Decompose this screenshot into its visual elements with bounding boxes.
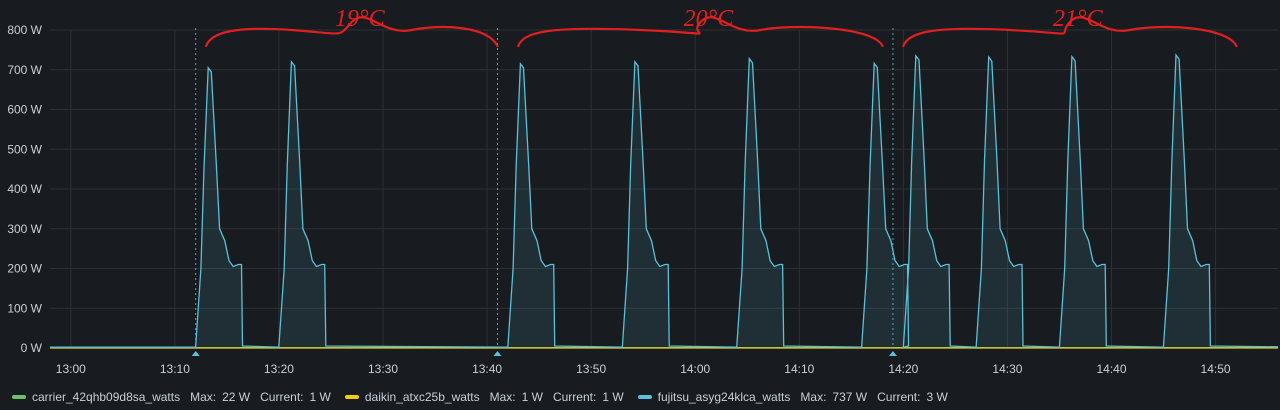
y-tick-label: 800 W xyxy=(7,23,42,37)
legend-max-value: 22 W xyxy=(222,390,251,404)
handwritten-annotations: 19°C 20°C 21°C xyxy=(205,6,1238,48)
x-tick-label: 14:50 xyxy=(1201,362,1231,376)
annotation-label: 19°C xyxy=(335,6,386,32)
legend-current-label: Current: xyxy=(877,390,921,404)
x-tick-label: 13:50 xyxy=(576,362,606,376)
legend-max-label: Max: xyxy=(190,390,217,404)
legend-item[interactable]: daikin_atxc25b_watts Max: 1 W Current: 1 W xyxy=(344,390,624,404)
x-tick-label: 13:20 xyxy=(264,362,294,376)
y-tick-label: 100 W xyxy=(7,301,42,315)
power-chart: 0 W 100 W 200 W 300 W 400 W 500 W 600 W 700 W 80… xyxy=(7,6,1279,376)
legend-max-value: 1 W xyxy=(521,390,543,404)
x-tick-label: 14:10 xyxy=(784,362,814,376)
x-tick-label: 14:20 xyxy=(888,362,918,376)
x-tick-label: 13:10 xyxy=(160,362,190,376)
annotation-marker-icon[interactable] xyxy=(191,351,200,356)
legend-current-label: Current: xyxy=(260,390,304,404)
legend-item[interactable]: fujitsu_asyg24klca_watts Max: 737 W Curren… xyxy=(637,390,948,404)
y-tick-label: 400 W xyxy=(7,182,42,196)
x-tick-label: 14:00 xyxy=(680,362,710,376)
legend-max-label: Max: xyxy=(489,390,516,404)
series-area-2 xyxy=(50,55,1278,348)
y-axis: 0 W 100 W 200 W 300 W 400 W 500 W 600 W 700 W 80… xyxy=(7,23,42,355)
series-line-2[interactable] xyxy=(50,53,1279,349)
y-tick-label: 300 W xyxy=(7,222,42,236)
x-tick-label: 13:00 xyxy=(56,362,86,376)
annotation-label: 21°C xyxy=(1053,6,1104,32)
x-tick-label: 14:30 xyxy=(992,362,1022,376)
legend-max-label: Max: xyxy=(800,390,827,404)
x-tick-label: 13:40 xyxy=(472,362,502,376)
legend-swatch xyxy=(637,395,652,399)
legend-series-name: fujitsu_asyg24klca_watts xyxy=(657,390,791,404)
legend-current-value: 1 W xyxy=(309,390,331,404)
legend-item[interactable]: carrier_42qhb09d8sa_watts Max: 22 W Curren… xyxy=(12,390,331,404)
x-tick-label: 14:40 xyxy=(1096,362,1126,376)
annotation-brace xyxy=(517,16,884,48)
legend-current-label: Current: xyxy=(552,390,597,404)
y-tick-label: 200 W xyxy=(7,262,42,276)
chart-grid xyxy=(50,29,1278,349)
annotation-marker-icon[interactable] xyxy=(888,351,897,356)
y-tick-label: 700 W xyxy=(7,63,42,77)
annotation-markers xyxy=(191,28,897,356)
legend-max-value: 737 W xyxy=(832,390,868,404)
y-tick-label: 600 W xyxy=(7,103,42,117)
legend-current-value: 1 W xyxy=(602,390,624,404)
legend-series-name: daikin_atxc25b_watts xyxy=(364,390,480,404)
legend-swatch xyxy=(344,395,359,399)
annotation-label: 20°C xyxy=(684,6,735,32)
legend-swatch xyxy=(12,395,26,399)
y-tick-label: 0 W xyxy=(21,341,43,355)
legend-current-value: 3 W xyxy=(926,390,948,404)
annotation-brace xyxy=(205,16,499,48)
y-tick-label: 500 W xyxy=(7,142,42,156)
series-layer xyxy=(50,53,1279,349)
x-tick-label: 13:30 xyxy=(368,362,398,376)
chart-legend: carrier_42qhb09d8sa_watts Max: 22 W Curren… xyxy=(12,388,948,406)
legend-series-name: carrier_42qhb09d8sa_watts xyxy=(32,390,181,404)
annotation-brace xyxy=(902,16,1238,48)
annotation-marker-icon[interactable] xyxy=(493,351,502,356)
x-axis: 13:00 13:10 13:20 13:30 13:40 13:50 14:00 14:10… xyxy=(56,362,1231,376)
